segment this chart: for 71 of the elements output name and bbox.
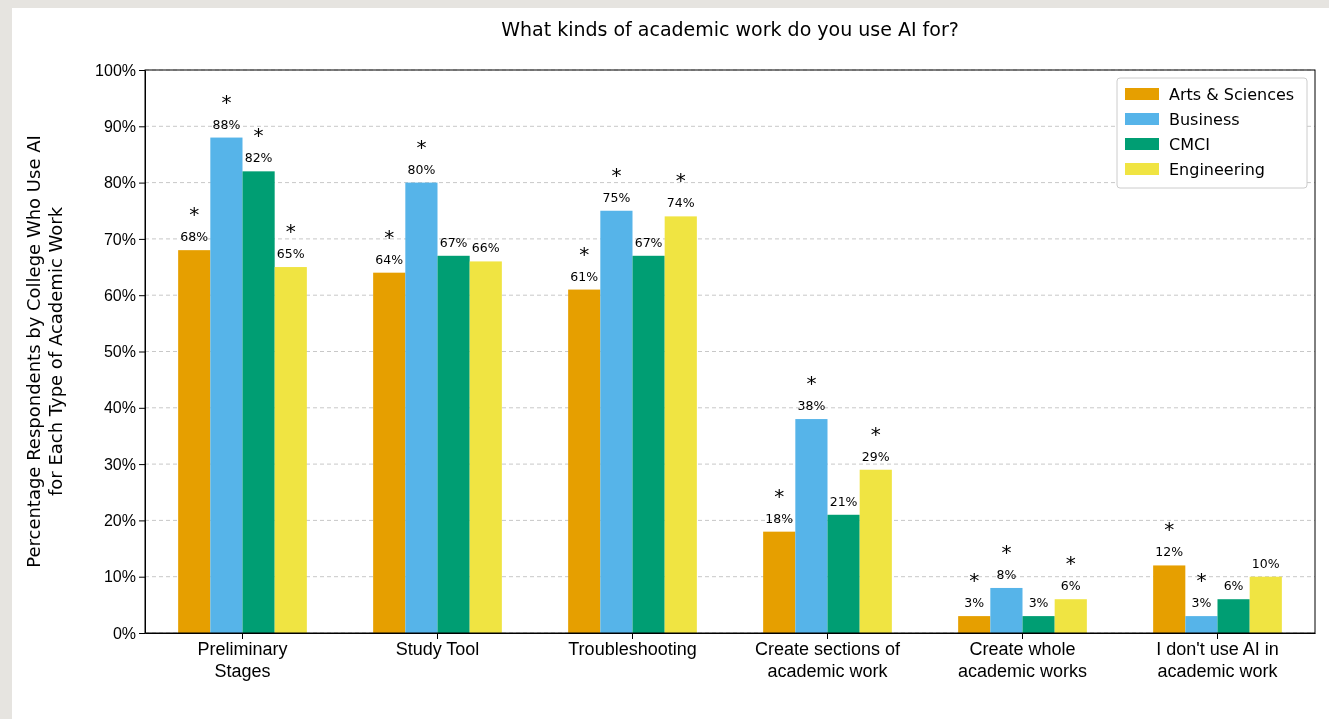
data-label: * 3%: [964, 568, 985, 611]
data-label: * 12%: [1155, 517, 1184, 560]
bar: [373, 272, 406, 633]
data-label: * 82%: [244, 123, 273, 166]
bar: [664, 216, 697, 633]
data-label: * 6%: [1060, 551, 1081, 594]
y-tick-label: 80%: [103, 174, 136, 192]
x-tick-label: Study Tool: [395, 638, 480, 659]
bar: [405, 182, 438, 633]
legend-label: Engineering: [1169, 160, 1265, 179]
data-label: * 38%: [797, 371, 826, 414]
x-tick-label: Preliminary Stages: [197, 638, 288, 681]
data-label: 3%: [1028, 595, 1049, 611]
bar: [437, 255, 470, 633]
bar: [469, 261, 502, 633]
bar: [1022, 616, 1055, 633]
bar: [178, 250, 211, 633]
data-label: 6%: [1223, 578, 1244, 594]
bar: [210, 137, 243, 633]
bar: [242, 171, 275, 633]
x-tick-label: Create whole academic works: [957, 638, 1088, 681]
y-tick-label: 50%: [103, 343, 136, 361]
legend-label: Business: [1169, 110, 1240, 129]
x-tick-label: Troubleshooting: [568, 638, 697, 659]
data-label: * 64%: [375, 224, 404, 267]
bar: [1249, 576, 1282, 633]
bar: [632, 255, 665, 633]
y-tick-label: 10%: [103, 568, 136, 586]
y-axis-title: Percentage Respondents by College Who Use AI for Each Type of Academic Work: [23, 135, 66, 568]
y-tick-label: 40%: [103, 399, 136, 417]
data-label: * 74%: [666, 168, 695, 211]
y-tick-label: 60%: [103, 286, 136, 304]
chart-title: What kinds of academic work do you use AI for?: [501, 18, 959, 40]
bar: [795, 419, 828, 633]
data-label: * 80%: [407, 134, 436, 177]
data-label: 67%: [634, 234, 663, 250]
y-tick-label: 20%: [103, 512, 136, 530]
bar: [763, 531, 796, 633]
data-label: * 88%: [212, 89, 241, 132]
data-label: * 68%: [180, 202, 209, 245]
bar: [1054, 599, 1087, 633]
bar: [1217, 599, 1250, 633]
data-label: * 65%: [276, 219, 305, 262]
bar: [1153, 565, 1186, 633]
y-tick-label: 0%: [112, 624, 136, 642]
y-tick-label: 70%: [103, 230, 136, 248]
bar: [1185, 616, 1218, 633]
data-label: * 8%: [996, 539, 1017, 582]
x-tick-label: Create sections of academic work: [754, 638, 902, 681]
y-tick-label: 90%: [103, 117, 136, 135]
data-label: 21%: [829, 493, 858, 509]
x-tick-label: I don't use AI in academic work: [1156, 638, 1279, 681]
bar: [958, 616, 991, 633]
y-tick-label: 100%: [95, 61, 136, 79]
data-label: * 61%: [570, 241, 599, 284]
bar: [990, 587, 1023, 633]
legend-label: CMCI: [1169, 135, 1210, 154]
data-label: 66%: [471, 240, 500, 256]
legend-label: Arts & Sciences: [1169, 85, 1295, 104]
bar: [827, 514, 860, 633]
y-tick-label: 30%: [103, 455, 136, 473]
data-label: * 29%: [861, 421, 890, 464]
data-label: * 75%: [602, 162, 631, 205]
data-label: * 3%: [1191, 568, 1212, 611]
data-label: * 18%: [765, 483, 794, 526]
bar: [859, 469, 892, 633]
data-label: 10%: [1251, 555, 1280, 571]
bar: [600, 210, 633, 633]
bar: [274, 267, 307, 633]
bar: [568, 289, 601, 633]
data-label: 67%: [439, 234, 468, 250]
